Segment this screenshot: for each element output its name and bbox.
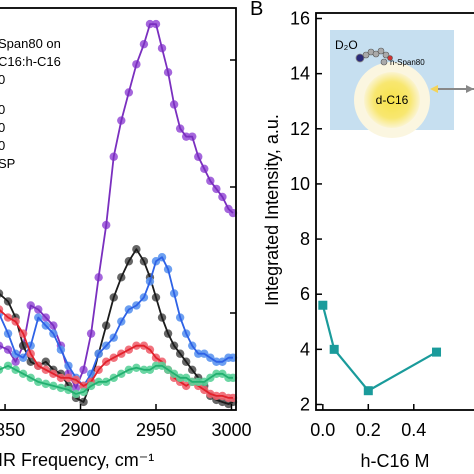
legend-line-6: 0	[0, 138, 5, 153]
legend-line-5: 0	[0, 120, 5, 135]
x-tick-label: 0.0	[310, 420, 335, 440]
y-tick-label: 12	[290, 119, 310, 139]
series-2-line	[0, 256, 233, 387]
x-tick-label: 2850	[0, 420, 25, 440]
surfactant-molecule-icon	[355, 47, 393, 66]
y-tick-label: 4	[300, 339, 310, 359]
intensity-point	[329, 344, 339, 354]
legend-line-3: 0	[0, 72, 5, 87]
series-0-line	[0, 23, 234, 389]
series-3-line	[0, 309, 233, 399]
legend-line-1: Span80 on	[0, 36, 61, 51]
y-tick-label: 8	[300, 229, 310, 249]
inset-drop-label: d-C16	[376, 93, 409, 107]
legend-line-4: 0	[0, 102, 5, 117]
x-tick-label: 2900	[61, 420, 101, 440]
legend-line-2: C16:h-C16	[0, 54, 61, 69]
panel-b-chart: B 2 4 6 8 10 12 14 16 0.0 0.2 0.4 Integrated Inte…	[250, 0, 474, 471]
panel-b-series-group	[318, 300, 442, 396]
panel-a-x-axis-label: IR Frequency, cm⁻¹	[0, 450, 154, 470]
x-tick-label: 3000	[211, 420, 251, 440]
legend-line-7: SP	[0, 156, 15, 171]
x-tick-label: 0.2	[356, 420, 381, 440]
x-tick-label: 2950	[136, 420, 176, 440]
droplet	[364, 72, 420, 128]
series-4-line	[0, 364, 233, 395]
panel-b-frame	[315, 12, 474, 411]
intensity-line	[321, 304, 438, 393]
y-tick-label: 14	[290, 64, 310, 84]
double-arrow-icon	[430, 85, 474, 93]
y-tick-label: 10	[290, 174, 310, 194]
panel-a-x-ticks: 2850 2900 2950 3000	[0, 404, 251, 440]
panel-a-series-group	[0, 19, 238, 409]
panel-b-x-axis-label: h-C16 M	[360, 451, 429, 471]
panel-a-chart: 2850 2900 2950 3000 IR Frequency, cm⁻¹ Span…	[0, 7, 251, 470]
panel-a-legend: Span80 on C16:h-C16 0 0 0 0 SP	[0, 36, 61, 171]
inset-surfactant-label: h-Span80	[390, 58, 425, 67]
intensity-point	[318, 300, 328, 310]
panel-b-y-axis-label: Integrated Intensity, a.u.	[262, 114, 282, 306]
intensity-point	[363, 386, 373, 396]
inset-solvent-label: D₂O	[335, 38, 358, 52]
y-tick-label: 2	[300, 394, 310, 414]
y-tick-label: 6	[300, 284, 310, 304]
y-tick-label: 16	[290, 9, 310, 29]
panel-a-frame	[0, 7, 237, 411]
x-tick-label: 0.4	[401, 420, 426, 440]
panel-a-right-ticks	[230, 59, 236, 314]
panel-b-y-ticks: 2 4 6 8 10 12 14 16	[290, 9, 322, 414]
intensity-point	[432, 347, 442, 357]
panel-b-x-ticks: 0.0 0.2 0.4	[310, 404, 426, 440]
inset-schematic: D₂O d-C16 h-Span80	[330, 30, 474, 138]
panel-b-letter: B	[250, 0, 263, 20]
